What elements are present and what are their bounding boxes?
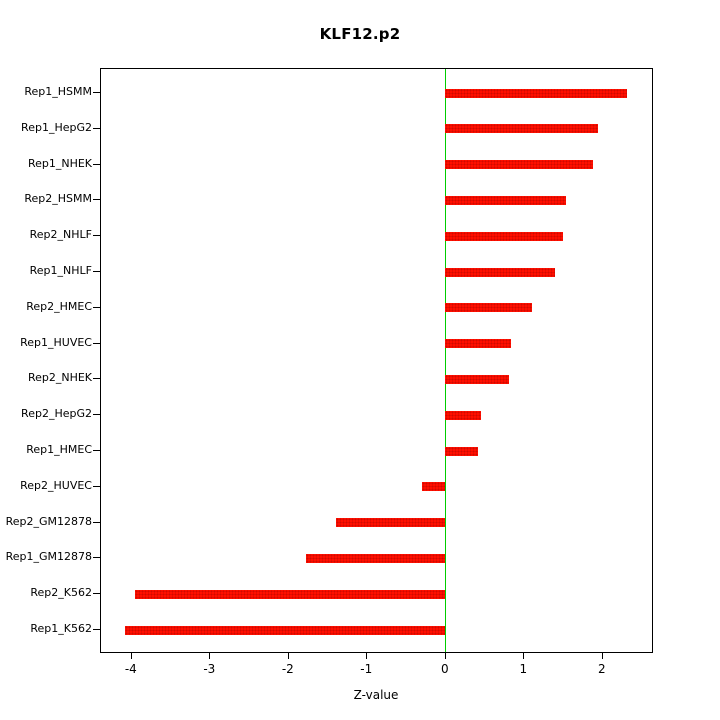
y-tick-mark xyxy=(93,163,100,165)
y-tick-mark xyxy=(93,414,100,416)
bar-Rep2_HSMM xyxy=(444,195,567,205)
bar-Rep2_GM12878 xyxy=(335,518,445,528)
bar-Rep1_NHLF xyxy=(444,267,555,277)
x-tick-label: 0 xyxy=(440,662,449,676)
x-tick-mark xyxy=(209,653,211,659)
y-tick-label: Rep2_HMEC xyxy=(26,299,92,313)
y-tick-mark xyxy=(93,92,100,93)
bar-Rep1_NHEK xyxy=(444,160,594,170)
y-tick-mark xyxy=(93,450,100,451)
y-tick-mark xyxy=(93,557,100,559)
y-tick-mark xyxy=(93,199,100,201)
x-tick-label: -3 xyxy=(203,662,216,676)
x-tick-label: 1 xyxy=(519,662,528,676)
y-tick-label: Rep2_HSMM xyxy=(24,192,92,206)
bar-Rep2_K562 xyxy=(134,589,445,599)
x-tick-label: 2 xyxy=(597,662,606,676)
x-tick-mark xyxy=(444,653,446,659)
bar-Rep1_HepG2 xyxy=(444,124,598,134)
y-tick-mark xyxy=(93,271,100,272)
y-tick-label: Rep2_K562 xyxy=(30,586,92,600)
bar-Rep1_K562 xyxy=(124,625,445,635)
x-tick-label: -2 xyxy=(281,662,294,676)
y-tick-label: Rep1_GM12878 xyxy=(5,550,92,564)
x-tick-mark xyxy=(601,653,603,659)
x-tick-label: -4 xyxy=(124,662,137,676)
bar-Rep2_HepG2 xyxy=(444,410,481,420)
y-tick-label: Rep1_HMEC xyxy=(26,443,92,456)
y-tick-label: Rep1_NHEK xyxy=(27,156,92,170)
y-tick-mark xyxy=(93,521,100,523)
bar-Rep2_NHEK xyxy=(444,374,510,384)
bar-Rep1_HMEC xyxy=(444,446,478,456)
bar-Rep2_HUVEC xyxy=(422,482,445,492)
y-tick-label: Rep2_NHEK xyxy=(27,371,92,385)
bar-Rep1_HSMM xyxy=(444,88,627,98)
y-tick-label: Rep1_NHLF xyxy=(29,264,92,277)
y-tick-label: Rep1_HSMM xyxy=(24,85,92,98)
x-tick-label: -1 xyxy=(360,662,373,676)
y-tick-label: Rep1_HepG2 xyxy=(21,120,92,134)
y-tick-mark xyxy=(93,378,100,380)
x-axis-title: Z-value xyxy=(353,688,399,702)
bar-Rep2_HMEC xyxy=(444,303,532,313)
x-tick-mark xyxy=(523,653,525,659)
bar-Rep1_HUVEC xyxy=(444,339,512,349)
plot-area xyxy=(100,68,653,653)
y-tick-mark xyxy=(93,235,100,237)
x-tick-mark xyxy=(130,653,132,659)
y-tick-label: Rep1_K562 xyxy=(30,622,92,635)
y-tick-mark xyxy=(93,342,100,344)
chart-title: KLF12.p2 xyxy=(319,25,401,43)
y-tick-label: Rep2_HepG2 xyxy=(21,407,92,421)
y-tick-label: Rep1_HUVEC xyxy=(20,335,92,349)
y-tick-mark xyxy=(93,629,100,630)
y-tick-mark xyxy=(93,593,100,595)
y-tick-label: Rep2_HUVEC xyxy=(20,478,92,492)
bar-Rep2_NHLF xyxy=(444,231,563,241)
bar-Rep1_GM12878 xyxy=(305,553,445,563)
y-tick-mark xyxy=(93,127,100,129)
y-tick-label: Rep2_GM12878 xyxy=(5,514,92,528)
y-tick-mark xyxy=(93,485,100,487)
x-tick-mark xyxy=(287,653,289,659)
zero-line xyxy=(444,69,446,652)
y-tick-mark xyxy=(93,306,100,308)
y-tick-label: Rep2_NHLF xyxy=(29,228,92,242)
x-tick-mark xyxy=(366,653,368,659)
